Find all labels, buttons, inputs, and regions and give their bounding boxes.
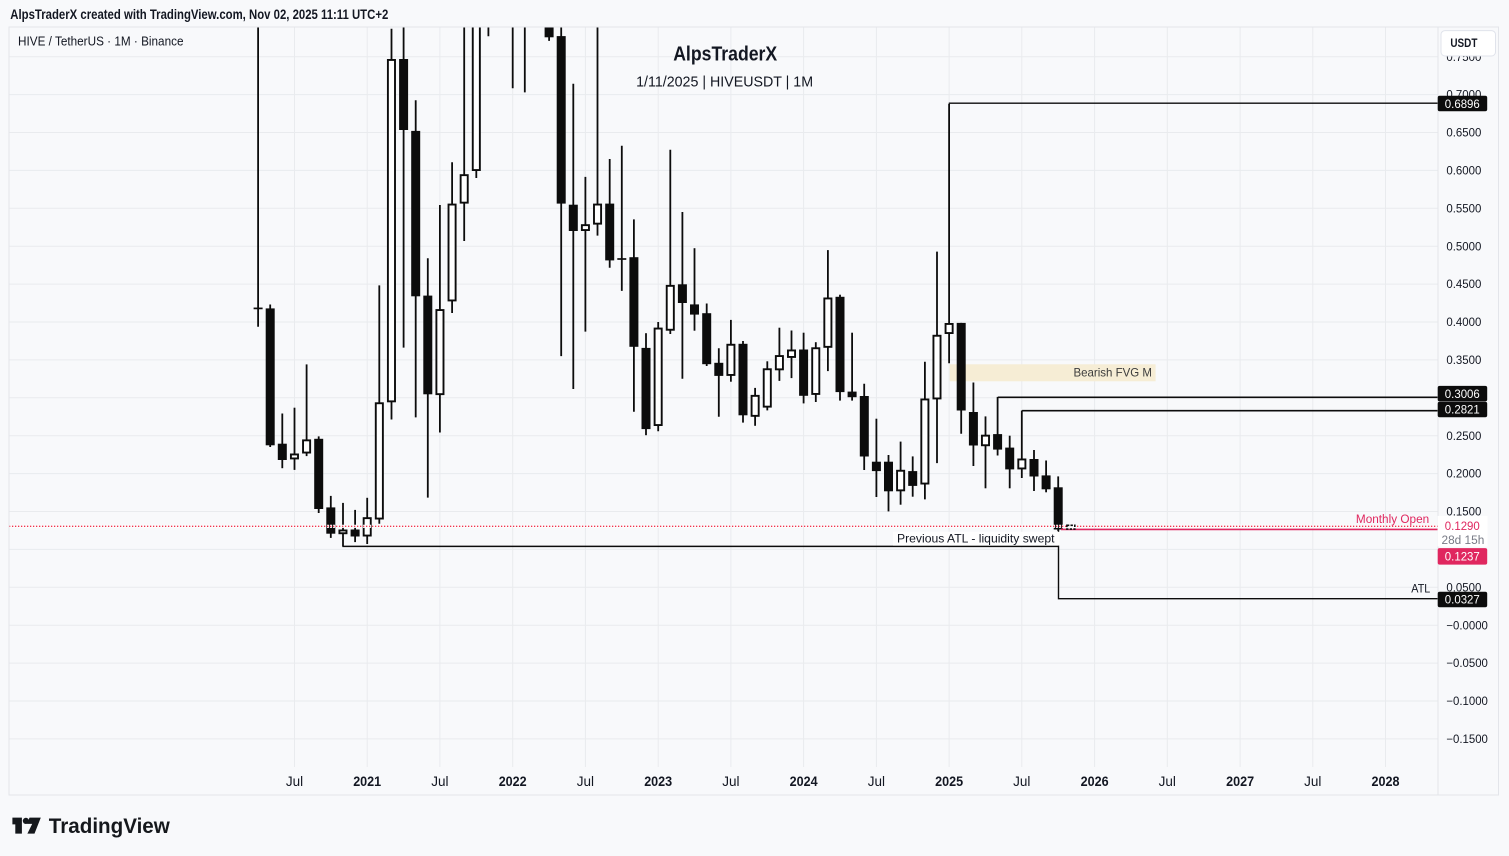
svg-text:0.6896: 0.6896 [1445,99,1480,111]
svg-text:Jul: Jul [431,774,448,789]
svg-text:0.2500: 0.2500 [1446,431,1481,443]
svg-text:−0.0500: −0.0500 [1446,658,1488,670]
svg-text:Monthly Open: Monthly Open [1356,514,1429,526]
svg-text:Jul: Jul [1304,774,1321,789]
svg-text:2024: 2024 [790,774,818,789]
svg-text:0.1237: 0.1237 [1445,552,1480,564]
svg-text:0.5500: 0.5500 [1446,203,1481,215]
svg-text:−0.1000: −0.1000 [1446,696,1488,708]
svg-text:Bearish FVG M: Bearish FVG M [1074,366,1153,380]
svg-text:HIVE / TetherUS · 1M · Binance: HIVE / TetherUS · 1M · Binance [18,33,184,48]
svg-text:0.4500: 0.4500 [1446,279,1481,291]
svg-text:Previous ATL - liquidity swept: Previous ATL - liquidity swept [897,532,1055,546]
svg-text:Jul: Jul [722,774,739,789]
svg-text:2025: 2025 [935,774,963,789]
svg-text:2028: 2028 [1372,774,1400,789]
svg-text:−0.1500: −0.1500 [1446,734,1488,746]
svg-text:Jul: Jul [1013,774,1030,789]
svg-text:2023: 2023 [644,774,672,789]
svg-text:AlpsTraderX: AlpsTraderX [673,44,778,66]
svg-text:AlpsTraderX created with Tradi: AlpsTraderX created with TradingView.com… [10,7,388,22]
svg-text:0.2821: 0.2821 [1445,405,1480,417]
svg-text:Jul: Jul [286,774,303,789]
svg-text:0.3006: 0.3006 [1445,389,1480,401]
svg-text:0.5000: 0.5000 [1446,241,1481,253]
svg-text:2027: 2027 [1226,774,1254,789]
svg-text:0.6000: 0.6000 [1446,166,1481,178]
svg-text:0.0327: 0.0327 [1445,595,1480,607]
svg-text:2026: 2026 [1081,774,1109,789]
svg-text:0.2000: 0.2000 [1446,469,1481,481]
svg-text:0.3500: 0.3500 [1446,355,1481,367]
svg-text:Jul: Jul [868,774,885,789]
svg-text:ATL: ATL [1411,582,1430,596]
svg-text:1/11/2025 | HIVEUSDT | 1M: 1/11/2025 | HIVEUSDT | 1M [636,74,813,91]
svg-text:TradingView: TradingView [49,814,170,838]
svg-text:28d 15h: 28d 15h [1442,535,1485,547]
svg-text:0.4000: 0.4000 [1446,317,1481,329]
svg-text:0.0500: 0.0500 [1446,582,1481,594]
svg-text:0.1500: 0.1500 [1446,507,1481,519]
svg-text:−0.0000: −0.0000 [1446,620,1488,632]
svg-text:Jul: Jul [577,774,594,789]
svg-text:USDT: USDT [1450,36,1478,50]
svg-text:0.1290: 0.1290 [1445,521,1480,533]
svg-text:2022: 2022 [499,774,527,789]
svg-text:0.6500: 0.6500 [1446,128,1481,140]
svg-text:2021: 2021 [353,774,381,789]
svg-text:Jul: Jul [1159,774,1176,789]
